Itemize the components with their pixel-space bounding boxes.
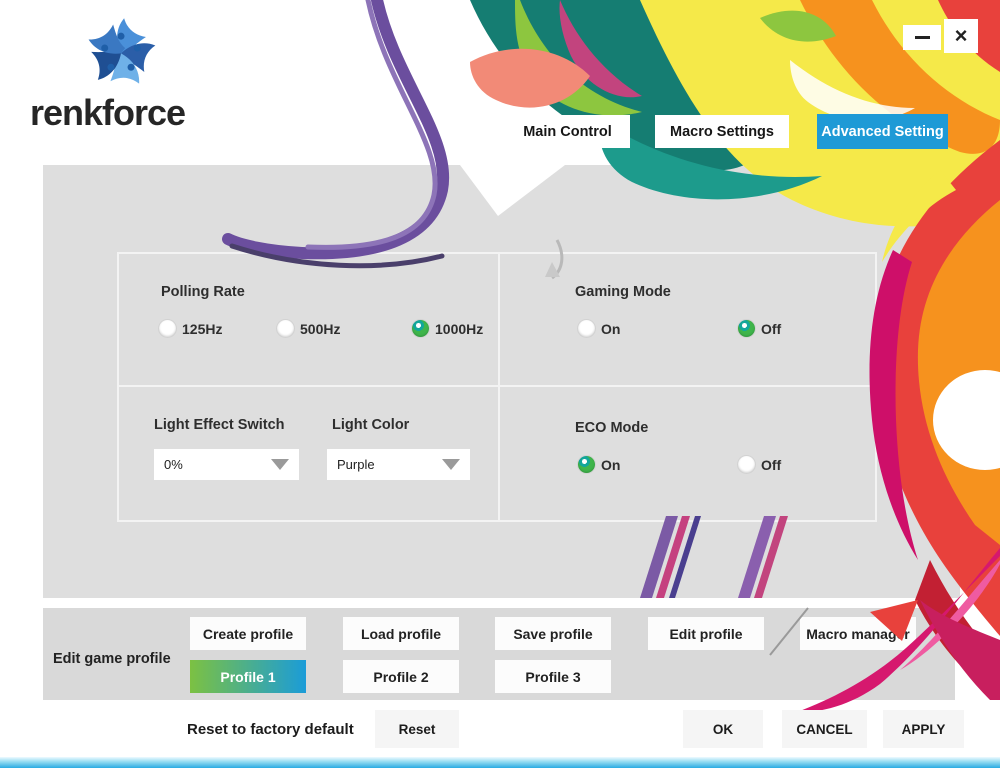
create-profile-button[interactable]: Create profile: [190, 617, 306, 650]
minimize-button[interactable]: [903, 25, 941, 50]
minimize-icon: [914, 36, 930, 39]
macro-manager-button[interactable]: Macro manager: [800, 617, 916, 650]
radio-selected-icon: [578, 456, 595, 473]
radio-label: Off: [761, 320, 782, 337]
radio-label: 500Hz: [300, 320, 341, 337]
radio-label: Off: [761, 456, 782, 473]
light-effect-label: Light Effect Switch: [154, 417, 285, 433]
radio-selected-icon: [738, 320, 755, 337]
dropdown-arrow-icon: [442, 459, 460, 470]
radio-label: On: [601, 320, 621, 337]
radio-label: 125Hz: [182, 320, 223, 337]
eco-mode-label: ECO Mode: [575, 420, 649, 436]
radio-125hz[interactable]: 125Hz: [159, 320, 277, 337]
radio-unselected-icon: [578, 320, 595, 337]
radio-eco-off[interactable]: Off: [738, 456, 781, 473]
light-color-value: Purple: [337, 457, 375, 472]
cancel-button[interactable]: CANCEL: [782, 710, 867, 748]
load-profile-button[interactable]: Load profile: [343, 617, 459, 650]
profile-bar: Edit game profile Create profile Load pr…: [43, 608, 955, 700]
brand-logo: renkforce: [30, 10, 250, 134]
radio-unselected-icon: [277, 320, 294, 337]
polling-rate-section: Polling Rate 125Hz 500Hz 1000Hz: [119, 254, 500, 387]
light-color-dropdown[interactable]: Purple: [327, 449, 470, 480]
radio-label: 1000Hz: [435, 320, 484, 337]
profile-3-button[interactable]: Profile 3: [495, 660, 611, 693]
radio-gaming-on[interactable]: On: [578, 320, 738, 337]
radio-unselected-icon: [159, 320, 176, 337]
main-settings-panel: Polling Rate 125Hz 500Hz 1000Hz: [43, 165, 960, 598]
ok-button[interactable]: OK: [683, 710, 763, 748]
radio-eco-on[interactable]: On: [578, 456, 738, 473]
edit-game-profile-label: Edit game profile: [53, 651, 171, 667]
gaming-mode-label: Gaming Mode: [575, 284, 671, 300]
tab-advanced-setting[interactable]: Advanced Setting: [817, 114, 948, 149]
tab-main-control[interactable]: Main Control: [505, 115, 630, 148]
light-effect-dropdown[interactable]: 0%: [154, 449, 299, 480]
radio-label: On: [601, 456, 621, 473]
light-effect-value: 0%: [164, 457, 183, 472]
bottom-accent-bar: [0, 757, 1000, 768]
radio-unselected-icon: [738, 456, 755, 473]
tab-macro-settings[interactable]: Macro Settings: [655, 115, 789, 148]
light-color-label: Light Color: [332, 417, 410, 433]
reset-factory-label: Reset to factory default: [187, 721, 354, 738]
apply-button[interactable]: APPLY: [883, 710, 964, 748]
reset-button[interactable]: Reset: [375, 710, 459, 748]
radio-gaming-off[interactable]: Off: [738, 320, 781, 337]
save-profile-button[interactable]: Save profile: [495, 617, 611, 650]
radio-500hz[interactable]: 500Hz: [277, 320, 412, 337]
profile-1-button[interactable]: Profile 1: [190, 660, 306, 693]
polling-rate-label: Polling Rate: [161, 284, 245, 300]
gaming-mode-section: Gaming Mode On Off: [500, 254, 875, 387]
close-button[interactable]: ×: [944, 19, 978, 53]
close-icon: ×: [954, 23, 968, 48]
edit-profile-button[interactable]: Edit profile: [648, 617, 764, 650]
eco-mode-section: ECO Mode On Off: [500, 387, 875, 520]
dropdown-arrow-icon: [271, 459, 289, 470]
logo-star-icon: [88, 18, 156, 84]
settings-grid: Polling Rate 125Hz 500Hz 1000Hz: [117, 252, 877, 522]
radio-selected-icon: [412, 320, 429, 337]
radio-1000hz[interactable]: 1000Hz: [412, 320, 483, 337]
brand-name: renkforce: [30, 92, 186, 133]
light-settings-section: Light Effect Switch Light Color 0% Purpl…: [119, 387, 500, 520]
profile-2-button[interactable]: Profile 2: [343, 660, 459, 693]
